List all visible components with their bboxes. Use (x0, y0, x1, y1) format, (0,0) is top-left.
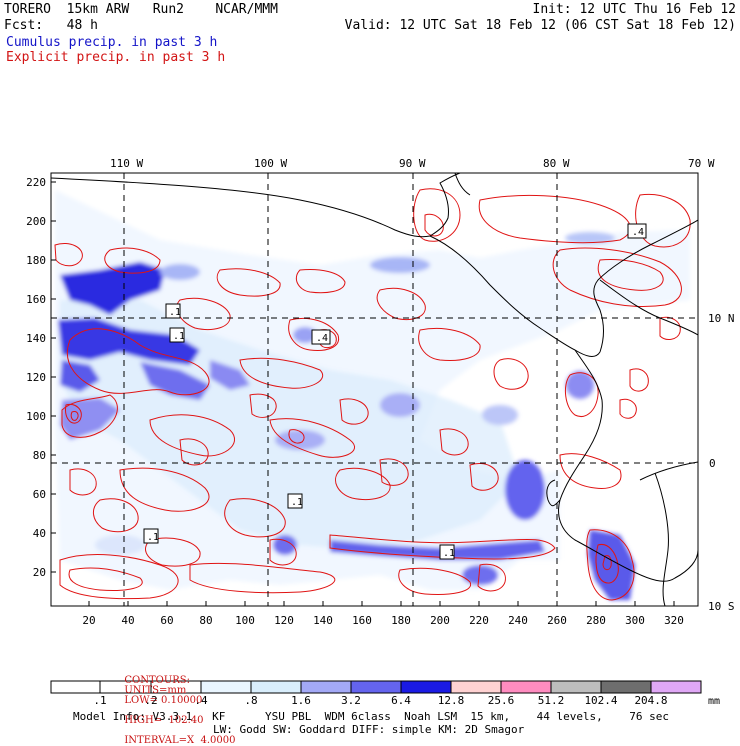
forecast-hour: Fcst: 48 h (4, 18, 98, 33)
lon-label: 80 W (543, 157, 570, 170)
field-explicit: Explicit precip. in past 3 h (6, 50, 226, 65)
plot-frame (50, 172, 699, 607)
x-tick-label: 160 (352, 614, 372, 627)
x-tick-label: 120 (274, 614, 294, 627)
contours-interval: INTERVAL=X 4.0000 (124, 735, 236, 746)
scale-label: 51.2 (537, 694, 565, 707)
x-tick-label: 140 (313, 614, 333, 627)
contour-box-label: .1 (173, 331, 185, 342)
x-tick-label: 260 (547, 614, 567, 627)
lon-label: 100 W (254, 157, 287, 170)
explicit-precip-contours (54, 188, 691, 601)
contours-low: LOW= 0.10000 (124, 695, 203, 706)
y-tick-label: 160 (26, 293, 46, 306)
lon-label: 90 W (399, 157, 426, 170)
scale-label: .2 (144, 694, 158, 707)
model-title: TORERO 15km ARW Run2 NCAR/MMM (4, 2, 278, 17)
scale-label: 12.8 (437, 694, 465, 707)
y-tick-label: 140 (26, 332, 46, 345)
model-info: Model Info: V3.3.1 KF YSU PBL WDM 6class… (73, 710, 670, 723)
lon-label: 70 W (688, 157, 715, 170)
color-scale-bar (50, 680, 702, 694)
x-tick-label: 280 (586, 614, 606, 627)
contour-value-boxes: .4 .1 .4 .1 .1 .1 .1 (143, 223, 647, 560)
contours-units: UNITS=mm (124, 685, 187, 696)
y-tick-label: 60 (33, 488, 46, 501)
x-tick-label: 100 (235, 614, 255, 627)
x-tick-label: 240 (508, 614, 528, 627)
y-tick-label: 40 (33, 527, 46, 540)
x-tick-label: 320 (664, 614, 684, 627)
scale-label: .8 (244, 694, 258, 707)
lat-lon-grid (51, 173, 698, 606)
contour-box-label: .4 (632, 227, 644, 238)
lon-label: 110 W (110, 157, 143, 170)
cumulus-precip-shading (55, 190, 690, 600)
contour-box-label: .1 (147, 532, 159, 543)
contour-box-label: .1 (291, 497, 303, 508)
x-tick-label: 220 (469, 614, 489, 627)
contours-label: CONTOURS: (124, 675, 191, 686)
valid-time: Valid: 12 UTC Sat 18 Feb 12 (06 CST Sat … (344, 18, 736, 33)
field-cumulus: Cumulus precip. in past 3 h (6, 35, 218, 50)
scale-label: 1.6 (291, 694, 311, 707)
scale-label: .4 (194, 694, 208, 707)
y-tick-label: 20 (33, 566, 46, 579)
x-tick-label: 200 (430, 614, 450, 627)
scale-label: 102.4 (584, 694, 618, 707)
scale-label: 6.4 (391, 694, 411, 707)
scale-label: .1 (93, 694, 107, 707)
scale-label: 204.8 (634, 694, 668, 707)
y-tick-label: 80 (33, 449, 46, 462)
init-time: Init: 12 UTC Thu 16 Feb 12 (532, 2, 737, 17)
y-tick-label: 120 (26, 371, 46, 384)
scale-label: 3.2 (341, 694, 361, 707)
x-tick-label: 60 (160, 614, 173, 627)
x-tick-label: 80 (199, 614, 212, 627)
contours-high: HIGH= 102.40 (124, 715, 204, 726)
model-physics: LW: Godd SW: Goddard DIFF: simple KM: 2D… (213, 723, 525, 736)
y-tick-label: 100 (26, 410, 46, 423)
axis-ticks (51, 181, 675, 606)
lat-label: 10 N (708, 312, 735, 325)
contour-box-label: .1 (169, 307, 181, 318)
x-tick-label: 20 (82, 614, 95, 627)
lat-label: 10 S (708, 600, 735, 613)
scale-label: 25.6 (487, 694, 515, 707)
x-tick-label: 300 (625, 614, 645, 627)
lat-label: 0 (709, 457, 716, 470)
contour-box-label: .1 (443, 548, 455, 559)
scale-unit: mm (708, 696, 721, 707)
x-tick-label: 40 (121, 614, 134, 627)
x-tick-label: 180 (391, 614, 411, 627)
y-tick-label: 200 (26, 215, 46, 228)
contour-box-label: .4 (316, 333, 328, 344)
y-tick-label: 180 (26, 254, 46, 267)
y-tick-label: 220 (26, 176, 46, 189)
